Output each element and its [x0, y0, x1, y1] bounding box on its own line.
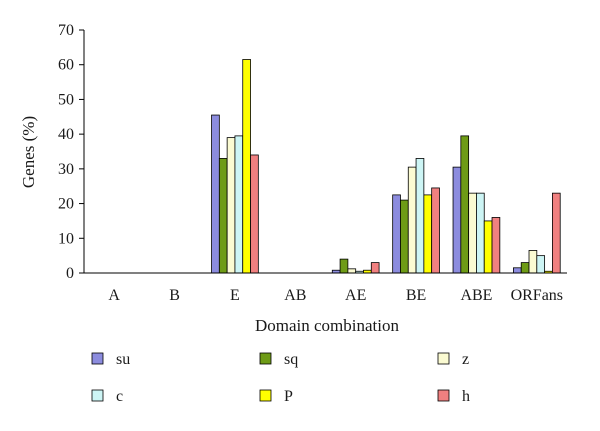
- bars-layer: [211, 59, 561, 274]
- x-tick-label: A: [108, 287, 120, 304]
- bar-sq-AE: [339, 258, 349, 274]
- y-tick-label: 30: [58, 161, 74, 178]
- legend-label-z: z: [462, 351, 469, 368]
- x-tick-label: B: [169, 287, 180, 304]
- x-tick-label: ABE: [460, 287, 492, 304]
- y-tick-label: 40: [58, 126, 74, 143]
- bar-P-ABE: [483, 220, 493, 274]
- bar-sq-ORFans: [520, 262, 530, 274]
- legend-swatch-P: [259, 389, 272, 402]
- bar-c-BE: [415, 158, 425, 274]
- bar-su-E: [211, 114, 220, 274]
- bar-c-ABE: [476, 192, 485, 274]
- bar-z-ABE: [468, 192, 477, 274]
- legend-label-c: c: [116, 388, 123, 405]
- legend-swatch-sq: [259, 352, 272, 365]
- bar-h-ORFans: [552, 192, 561, 274]
- bar-z-ORFans: [528, 250, 538, 274]
- y-tick-label: 50: [58, 91, 74, 108]
- y-ticks: 0 10 20 30 40 50 60 70: [58, 22, 84, 282]
- legend-label-su: su: [116, 351, 130, 368]
- legend-label-sq: sq: [284, 351, 298, 368]
- y-tick-label: 70: [58, 22, 74, 39]
- x-tick-label: BE: [406, 287, 426, 304]
- bar-z-BE: [407, 166, 417, 274]
- bar-su-ABE: [452, 166, 462, 274]
- bar-P-BE: [423, 194, 433, 274]
- y-tick-label: 20: [58, 196, 74, 213]
- legend-swatch-h: [437, 389, 450, 402]
- x-tick-label: AB: [284, 287, 306, 304]
- y-tick-label: 10: [58, 230, 74, 247]
- x-tick-label: E: [230, 287, 240, 304]
- bar-z-E: [226, 137, 236, 274]
- legend-swatch-c: [91, 389, 104, 402]
- bar-sq-ABE: [460, 135, 470, 274]
- legend-label-h: h: [462, 388, 470, 405]
- bar-sq-E: [218, 158, 228, 274]
- bar-c-ORFans: [536, 255, 546, 274]
- bar-h-ABE: [491, 217, 501, 274]
- x-ticks: A B E AB AE BE ABE ORFans: [108, 287, 563, 304]
- bar-h-BE: [431, 187, 440, 274]
- y-tick-label: 0: [66, 265, 74, 282]
- bar-c-E: [234, 135, 244, 274]
- bar-su-BE: [392, 194, 401, 274]
- legend-label-P: P: [284, 388, 293, 405]
- bar-sq-BE: [400, 199, 409, 274]
- legend-swatch-z: [437, 352, 450, 365]
- bar-su-ORFans: [513, 267, 522, 274]
- bar-h-AE: [370, 262, 380, 274]
- x-axis-title: Domain combination: [255, 316, 400, 335]
- x-tick-label: AE: [345, 287, 366, 304]
- y-tick-label: 60: [58, 57, 74, 74]
- bar-h-E: [250, 154, 259, 274]
- bar-z-AE: [347, 268, 357, 274]
- bar-P-E: [242, 59, 251, 274]
- y-axis-title: Genes (%): [19, 116, 38, 188]
- legend-swatch-su: [91, 352, 104, 365]
- x-tick-label: ORFans: [511, 287, 563, 304]
